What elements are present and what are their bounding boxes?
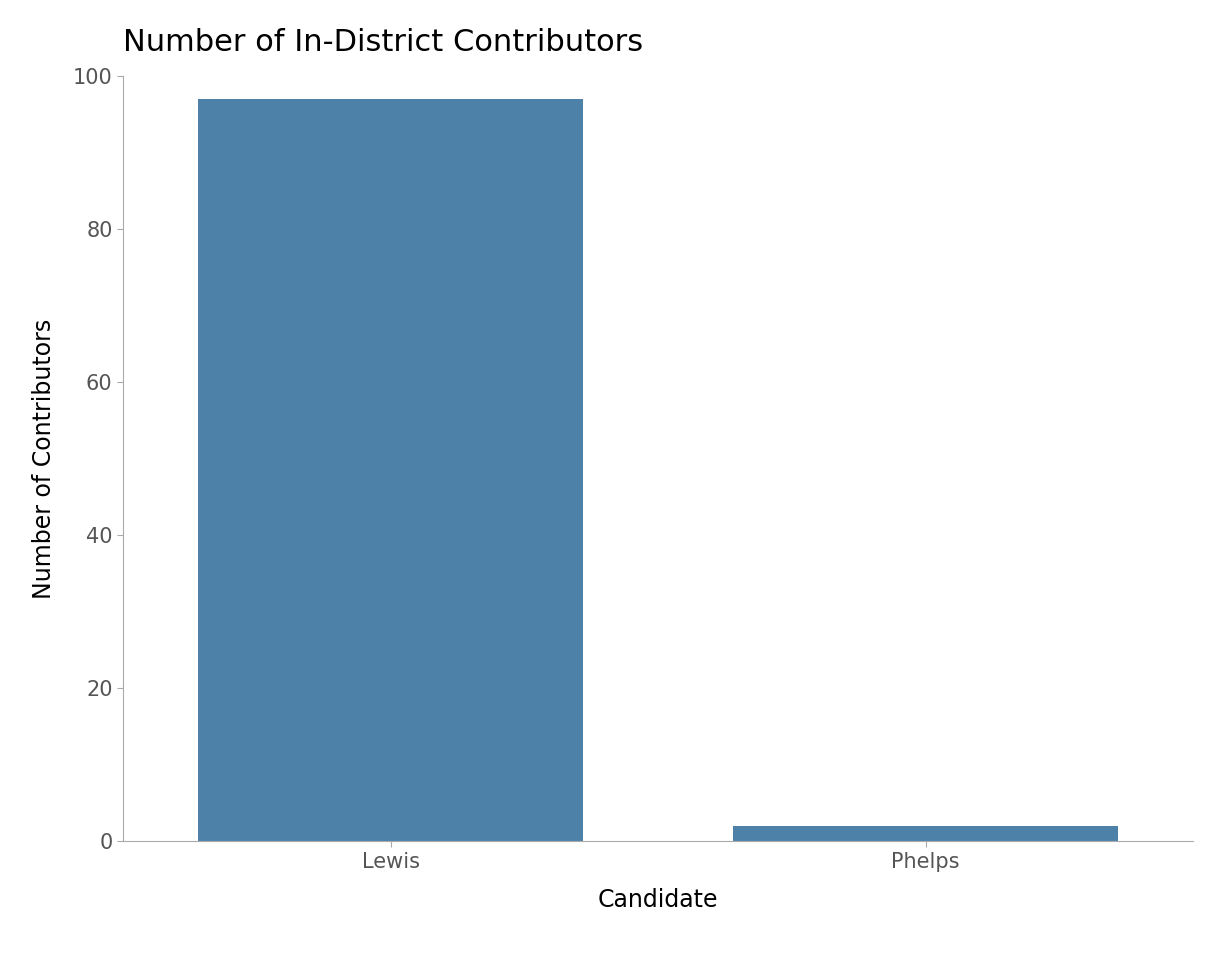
- Bar: [198, 99, 583, 841]
- Text: Number of In-District Contributors: Number of In-District Contributors: [123, 29, 643, 57]
- X-axis label: Candidate: Candidate: [598, 888, 718, 912]
- Bar: [733, 826, 1118, 841]
- Y-axis label: Number of Contributors: Number of Contributors: [32, 318, 57, 599]
